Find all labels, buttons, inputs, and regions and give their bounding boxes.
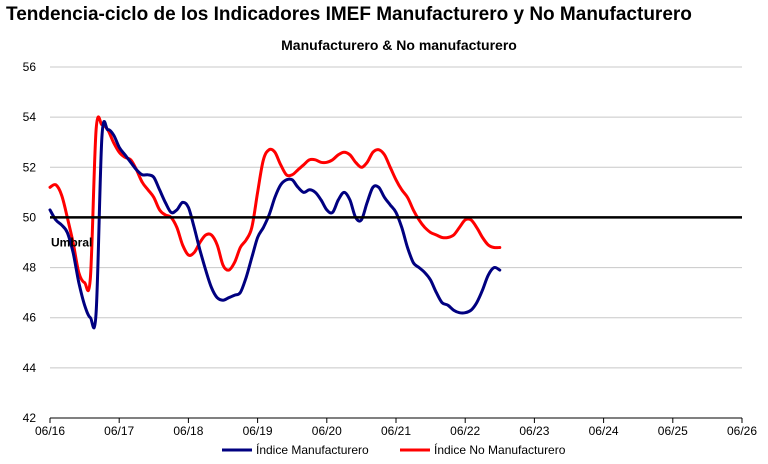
y-tick-label: 44 [23, 361, 37, 375]
chart-subtitle: Manufacturero & No manufacturero [281, 37, 517, 53]
axes: 42 44 46 48 50 52 54 56 06/16 06/17 06/18 06/19 06/2… [23, 60, 758, 438]
x-tick-label: 06/18 [173, 424, 203, 438]
y-tick-label: 54 [23, 110, 37, 124]
series-lines [48, 115, 502, 330]
threshold: Umbral [50, 216, 742, 249]
series-line-manufacturero [48, 120, 502, 330]
legend: Índice Manufacturero Índice No Manufactur… [222, 442, 566, 457]
x-tick-label: 06/25 [658, 424, 688, 438]
x-tick-label: 06/20 [312, 424, 342, 438]
threshold-label: Umbral [51, 235, 92, 249]
grid-lines [50, 66, 742, 369]
x-tick-label: 06/17 [104, 424, 134, 438]
chart-title: Tendencia-ciclo de los Indicadores IMEF … [6, 4, 692, 25]
x-tick-label: 06/22 [450, 424, 480, 438]
y-tick-label: 46 [23, 311, 37, 325]
x-tick-label: 06/19 [243, 424, 273, 438]
legend-no-manufacturero: Índice No Manufacturero [400, 442, 566, 457]
x-tick-label: 06/23 [519, 424, 549, 438]
x-tick-label: 06/21 [381, 424, 411, 438]
legend-label: Índice No Manufacturero [434, 442, 566, 457]
x-tick-label: 06/24 [589, 424, 619, 438]
y-tick-label: 52 [23, 160, 37, 174]
legend-manufacturero: Índice Manufacturero [222, 442, 369, 457]
x-tick-label: 06/16 [35, 424, 65, 438]
y-tick-label: 42 [23, 411, 37, 425]
series-line-no-manufacturero [48, 115, 502, 293]
legend-label: Índice Manufacturero [256, 442, 369, 457]
y-tick-label: 48 [23, 261, 37, 275]
y-tick-label: 50 [23, 210, 37, 224]
x-tick-label: 06/26 [727, 424, 757, 438]
y-tick-label: 56 [23, 60, 37, 74]
